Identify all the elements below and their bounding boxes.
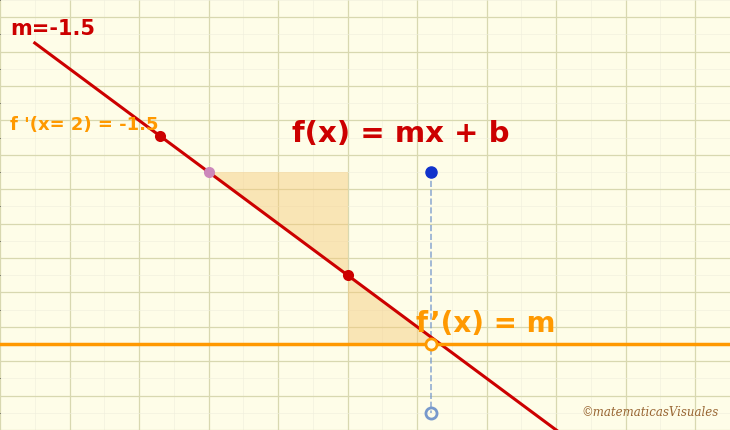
Polygon shape	[209, 172, 440, 344]
Text: ©matematicasVisuales: ©matematicasVisuales	[582, 406, 719, 419]
Text: f’(x) = m: f’(x) = m	[416, 310, 556, 338]
Text: f '(x= 2) = -1.5: f '(x= 2) = -1.5	[10, 116, 158, 134]
Text: m=-1.5: m=-1.5	[10, 19, 95, 40]
Text: f(x) = mx + b: f(x) = mx + b	[292, 120, 510, 148]
